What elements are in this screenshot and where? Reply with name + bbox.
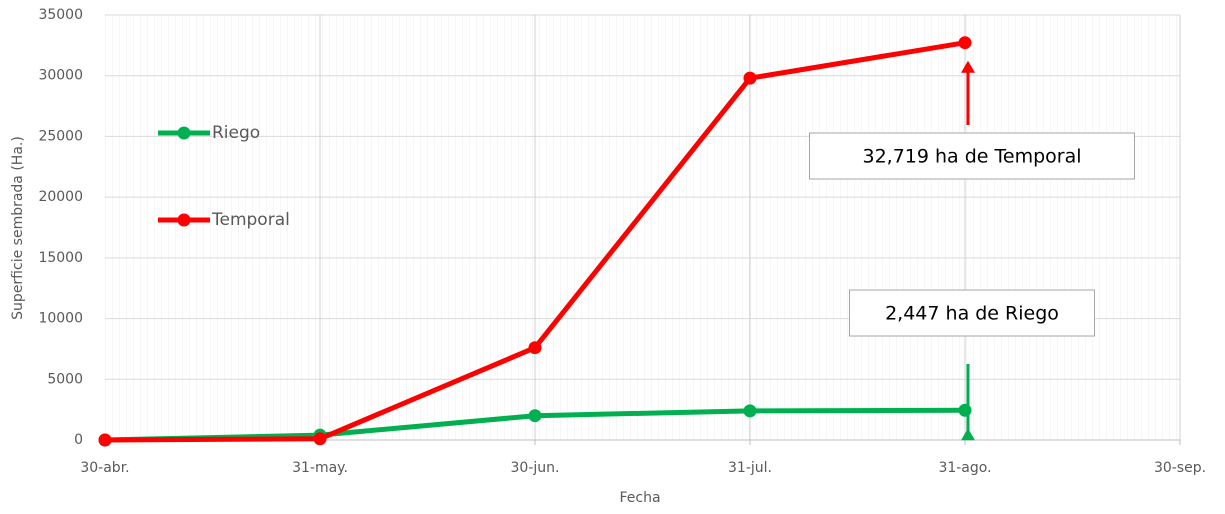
y-tick-label: 5000 <box>47 371 83 387</box>
annotation-arrowhead <box>961 60 975 73</box>
x-tick-label: 30-abr. <box>80 460 129 476</box>
y-tick-label: 35000 <box>38 7 83 23</box>
legend-marker <box>177 213 191 227</box>
legend-label: Riego <box>212 123 260 143</box>
y-tick-label: 10000 <box>38 311 83 327</box>
point <box>743 71 757 85</box>
point <box>958 403 972 417</box>
point <box>958 36 972 50</box>
annotation-text: 32,719 ha de Temporal <box>862 146 1081 168</box>
annotation-arrowhead <box>961 428 975 441</box>
point <box>743 404 757 418</box>
x-tick-label: 31-ago. <box>938 460 991 476</box>
y-tick-label: 25000 <box>38 128 83 144</box>
legend-label: Temporal <box>211 210 290 230</box>
y-tick-label: 30000 <box>38 68 83 84</box>
annotation-box <box>809 132 1135 180</box>
x-tick-label: 31-jul. <box>728 460 772 476</box>
y-tick-label: 20000 <box>38 189 83 205</box>
point <box>313 432 327 446</box>
x-tick-label: 31-may. <box>292 460 348 476</box>
point <box>528 341 542 355</box>
x-tick-label: 30-jun. <box>511 460 560 476</box>
y-tick-label: 0 <box>74 432 83 448</box>
x-axis-label: Fecha <box>619 490 660 506</box>
minor-grid <box>105 15 1180 440</box>
legend-marker <box>177 126 191 140</box>
annotation-box <box>849 289 1095 337</box>
x-tick-label: 30-sep. <box>1154 460 1206 476</box>
point <box>528 409 542 423</box>
y-tick-label: 15000 <box>38 250 83 266</box>
point <box>98 433 112 447</box>
annotation-text: 2,447 ha de Riego <box>885 303 1059 325</box>
y-axis-label: Superficie sembrada (Ha.) <box>10 136 26 320</box>
